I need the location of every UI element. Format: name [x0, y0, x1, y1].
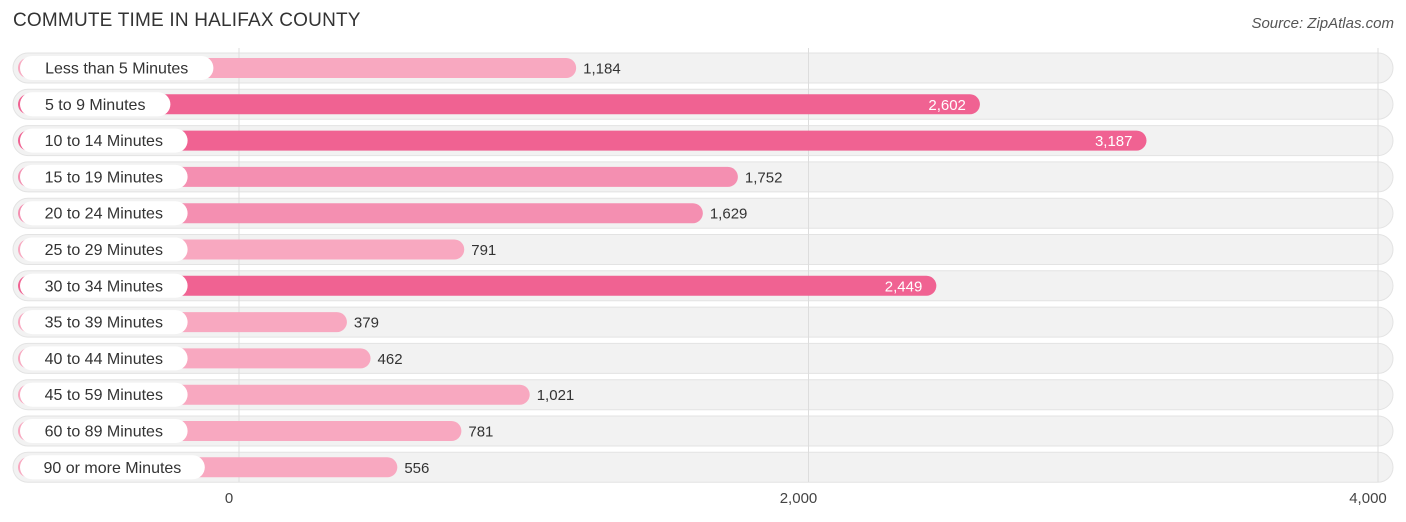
bar-row: 20 to 24 Minutes 1,629 — [18, 201, 748, 226]
bar-row: Less than 5 Minutes 1,184 — [18, 56, 621, 80]
row-track — [12, 306, 1394, 338]
bar — [18, 130, 1147, 151]
category-label: 15 to 19 Minutes — [45, 169, 163, 186]
x-axis-ticks: 0 2,000 4,000 — [225, 490, 1387, 507]
bar-row: 15 to 19 Minutes 1,752 — [18, 164, 783, 189]
category-label: Less than 5 Minutes — [45, 61, 188, 78]
category-label: 30 to 34 Minutes — [45, 278, 163, 295]
bar-row: 90 or more Minutes 556 — [18, 455, 429, 480]
x-tick-label: 0 — [225, 490, 233, 507]
bar-row: 5 to 9 Minutes 2,602 — [18, 92, 980, 117]
value-label: 1,629 — [710, 206, 748, 223]
category-label: 10 to 14 Minutes — [45, 133, 163, 150]
value-label: 2,449 — [885, 278, 923, 295]
category-label: 60 to 89 Minutes — [45, 424, 163, 441]
bar-row: 30 to 34 Minutes 2,449 — [18, 273, 937, 298]
category-label: 90 or more Minutes — [43, 460, 181, 477]
category-pill — [20, 237, 188, 262]
category-label: 20 to 24 Minutes — [45, 206, 163, 223]
category-pill — [20, 164, 188, 189]
category-pill — [20, 419, 188, 443]
bar-row: 40 to 44 Minutes 462 — [18, 346, 403, 371]
category-pill — [20, 56, 214, 80]
category-label: 45 to 59 Minutes — [45, 387, 163, 404]
value-label: 3,187 — [1095, 133, 1133, 150]
source-label: Source: ZipAtlas.com — [1251, 15, 1394, 32]
bar-row: 10 to 14 Minutes 3,187 — [18, 128, 1147, 153]
category-pill — [20, 128, 188, 153]
x-tick-label: 2,000 — [780, 490, 818, 507]
bar — [18, 94, 980, 115]
category-pill — [20, 382, 188, 407]
category-pill — [20, 273, 188, 298]
category-pill — [20, 455, 205, 480]
category-label: 35 to 39 Minutes — [45, 315, 163, 332]
value-label: 781 — [468, 424, 493, 441]
category-pill — [20, 92, 171, 117]
value-label: 1,021 — [537, 387, 575, 404]
bar-row: 35 to 39 Minutes 379 — [18, 310, 379, 335]
bar-row: 60 to 89 Minutes 781 — [18, 419, 493, 443]
bar — [18, 203, 703, 224]
x-tick-label: 4,000 — [1349, 490, 1387, 507]
bar — [18, 166, 738, 187]
category-label: 40 to 44 Minutes — [45, 351, 163, 368]
value-label: 791 — [471, 242, 496, 259]
bar-row: 25 to 29 Minutes 791 — [18, 237, 496, 262]
value-label: 556 — [404, 460, 429, 477]
category-pill — [20, 201, 188, 226]
value-label: 462 — [378, 351, 403, 368]
rows-layer: Less than 5 Minutes 1,184 5 to 9 Minutes 2,… — [18, 56, 1147, 480]
chart-title: COMMUTE TIME IN HALIFAX COUNTY — [13, 10, 361, 31]
category-label: 25 to 29 Minutes — [45, 242, 163, 259]
category-pill — [20, 310, 188, 335]
category-label: 5 to 9 Minutes — [45, 97, 146, 114]
bar — [18, 275, 937, 296]
value-label: 2,602 — [928, 97, 966, 114]
value-label: 1,752 — [745, 169, 783, 186]
value-label: 1,184 — [583, 61, 621, 78]
bar-row: 45 to 59 Minutes 1,021 — [18, 382, 575, 407]
category-pill — [20, 346, 188, 371]
value-label: 379 — [354, 315, 379, 332]
